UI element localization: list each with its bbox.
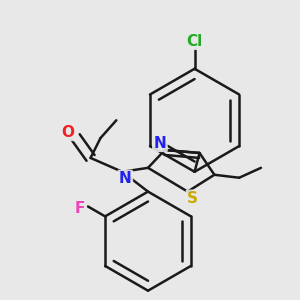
Text: S: S xyxy=(187,191,198,206)
Text: N: N xyxy=(154,136,166,151)
Text: O: O xyxy=(61,125,74,140)
Text: Cl: Cl xyxy=(187,34,203,49)
Text: N: N xyxy=(119,171,132,186)
Text: F: F xyxy=(75,201,85,216)
